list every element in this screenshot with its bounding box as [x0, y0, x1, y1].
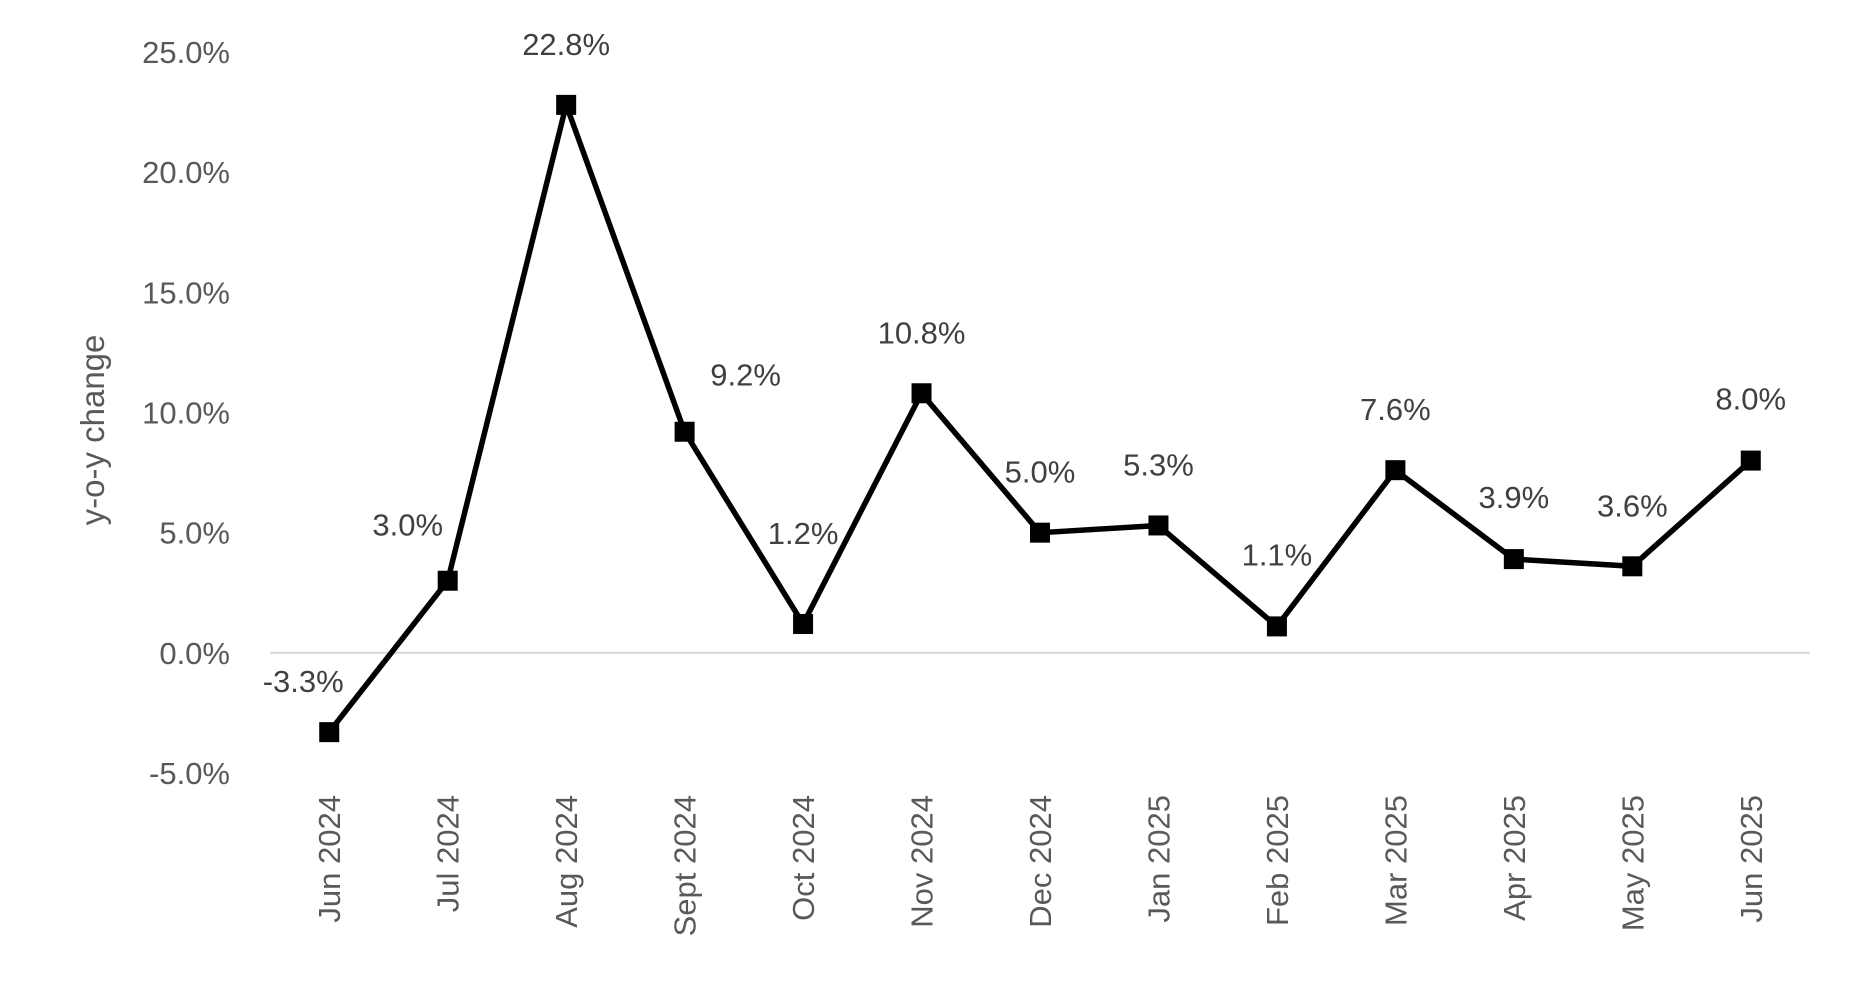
y-axis: -5.0% 0.0% 5.0% 10.0% 15.0% 20.0% 25.0% — [142, 35, 230, 791]
data-label: 7.6% — [1360, 392, 1431, 427]
data-point-marker — [556, 94, 577, 115]
y-tick-label: 25.0% — [142, 35, 230, 70]
y-tick-label: 15.0% — [142, 275, 230, 310]
x-tick-label: Dec 2024 — [1023, 795, 1058, 928]
data-point-marker — [911, 383, 932, 404]
series-group — [319, 94, 1761, 743]
x-tick-label: May 2025 — [1615, 795, 1650, 931]
data-labels: -3.3% 3.0% 22.8% 9.2% 1.2% 10.8% 5.0% 5.3% 1.1% 7… — [263, 27, 1786, 699]
data-label: -3.3% — [263, 664, 344, 699]
data-point-marker — [1503, 549, 1524, 570]
data-label: 10.8% — [878, 315, 966, 350]
data-point-marker — [1266, 616, 1287, 637]
x-tick-label: Nov 2024 — [905, 795, 940, 928]
x-tick-label: Jun 2024 — [312, 795, 347, 923]
data-point-marker — [1030, 522, 1050, 543]
x-tick-label: Oct 2024 — [786, 795, 821, 921]
y-axis-title: y-o-y change — [74, 335, 111, 526]
x-tick-label: Jun 2025 — [1734, 795, 1769, 923]
data-point-marker — [437, 570, 458, 591]
data-point-marker — [1148, 515, 1169, 536]
data-point-marker — [1385, 460, 1406, 481]
data-label: 8.0% — [1715, 382, 1786, 417]
y-tick-label: 0.0% — [159, 636, 230, 671]
data-label: 5.3% — [1123, 447, 1194, 482]
y-tick-label: 20.0% — [142, 155, 230, 190]
x-tick-label: Sept 2024 — [668, 795, 703, 936]
data-label: 1.1% — [1242, 537, 1313, 572]
x-tick-label: Apr 2025 — [1497, 795, 1532, 921]
data-point-marker — [1622, 556, 1643, 577]
x-tick-label: Jul 2024 — [431, 795, 466, 912]
y-tick-label: 5.0% — [159, 516, 230, 551]
data-label: 5.0% — [1005, 455, 1076, 490]
series-line — [327, 95, 1753, 734]
x-tick-label: Aug 2024 — [549, 795, 584, 928]
data-label: 1.2% — [768, 516, 839, 551]
data-label: 9.2% — [710, 358, 781, 393]
x-axis: Jun 2024 Jul 2024 Aug 2024 Sept 2024 Oct 202… — [312, 795, 1769, 936]
y-tick-label: -5.0% — [149, 756, 230, 791]
data-label: 3.9% — [1479, 480, 1550, 515]
data-point-marker — [1740, 450, 1761, 471]
data-label: 3.0% — [372, 508, 443, 543]
data-label: 3.6% — [1597, 488, 1668, 523]
x-tick-label: Jan 2025 — [1141, 795, 1176, 923]
data-label: 22.8% — [522, 27, 610, 62]
x-tick-label: Mar 2025 — [1378, 795, 1413, 926]
data-point-marker — [674, 421, 695, 442]
x-tick-label: Feb 2025 — [1260, 795, 1295, 926]
data-point-marker — [319, 722, 340, 743]
y-tick-label: 10.0% — [142, 396, 230, 431]
data-point-marker — [793, 613, 814, 634]
